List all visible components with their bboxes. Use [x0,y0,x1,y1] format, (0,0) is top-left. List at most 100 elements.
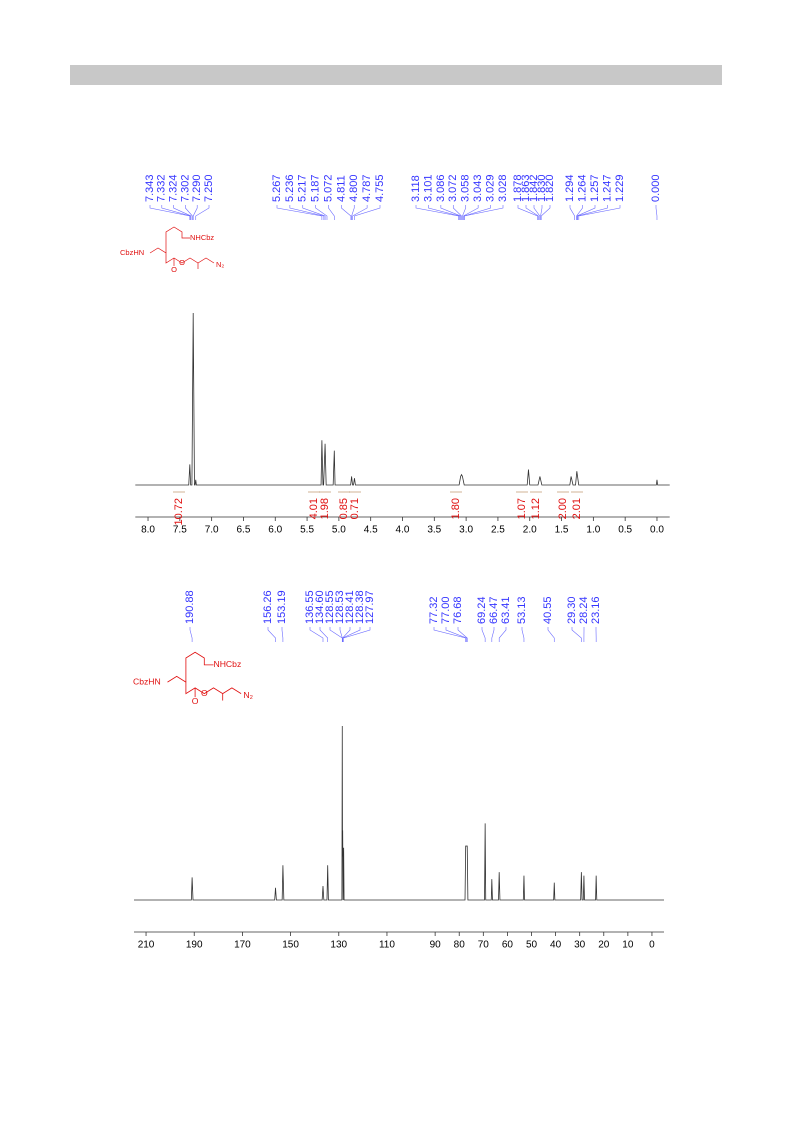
peak-label: 7.343 [144,174,156,202]
peak-label: 128.55 [324,590,336,624]
molecule-chain [185,651,214,683]
peak-label: 5.072 [322,174,334,202]
x-tick-label: 5.5 [300,525,314,536]
peak-connector [342,627,361,642]
peak-label: 40.55 [542,596,554,624]
x-tick-label: 2.0 [523,525,537,536]
peak-label: 3.101 [422,174,434,202]
peak-connector [569,205,575,220]
peak-connector [576,205,596,220]
molecule-bonds [167,675,242,695]
integral-label: 1.80 [450,498,462,519]
x-tick-label: 60 [502,940,514,951]
peak-label: 3.072 [447,174,459,202]
peak-connector [428,205,460,220]
integral-label: 2.01 [571,498,583,519]
peak-label: 53.13 [516,596,528,624]
structure-label: NHCbz [214,659,242,669]
peak-connector [189,627,193,642]
peak-label: 4.787 [361,174,373,202]
peak-label: 77.32 [428,596,440,624]
structure-label: CbzHN [133,676,161,686]
x-tick-label: 3.5 [427,525,441,536]
peak-connector [540,205,543,220]
peak-label: 3.118 [410,175,422,202]
peak-label: 1.229 [614,174,626,202]
peak-connector [289,205,325,220]
peak-label: 128.38 [354,590,366,624]
x-tick-label: 130 [330,940,347,951]
x-tick-label: 50 [526,940,538,951]
x-tick-label: 0 [649,940,655,951]
x-tick-label: 150 [282,940,299,951]
structure-label: O [171,265,177,274]
structure-label: N₂ [216,260,224,269]
peak-label: 7.324 [168,174,180,202]
peak-label: 0.000 [650,174,662,202]
x-tick-label: 20 [598,940,610,951]
peak-connector [445,627,467,642]
molecule: NHCbz CbzHN OO N₂ [120,226,224,274]
peak-connector [315,205,328,220]
peak-connector [319,627,328,642]
peak-connector [655,205,658,220]
x-tick-label: 170 [234,940,251,951]
structure-label: CbzHN [120,248,144,257]
peak-connector [302,205,326,220]
peak-label: 3.058 [460,174,472,202]
peak-connector [540,205,551,220]
peak-connector [533,205,541,220]
x-tick-label: 4.0 [396,525,410,536]
peak-label: 5.236 [284,174,296,202]
peak-connector [161,205,191,220]
x-tick-label: 80 [454,940,466,951]
peak-label: 1.294 [564,174,576,202]
peak-connector [281,627,284,642]
molecule-bonds [149,247,215,264]
x-tick-label: 0.5 [618,525,632,536]
x-tick-label: 5.0 [332,525,346,536]
peak-label: 128.41 [344,590,356,624]
peak-connector [351,205,355,220]
peak-connector [525,205,539,220]
structure-label: NHCbz [190,233,214,242]
peak-connector [463,205,479,220]
integral-label: 1.98 [319,498,331,519]
peak-connector [578,205,621,220]
x-tick-label: 10 [622,940,634,951]
integral-label: 1.07 [516,498,528,519]
x-tick-label: 190 [186,940,203,951]
peak-label: 127.97 [364,590,376,624]
peak-label: 1.878 [512,174,524,202]
peak-label: 136.55 [304,590,316,624]
peak-label: 156.26 [262,590,274,624]
peak-label: 66.47 [488,596,500,624]
molecule-chain [165,226,190,253]
peak-label: 128.53 [334,590,346,624]
structure-label: N₂ [243,690,253,700]
x-tick-label: 70 [478,940,490,951]
peak-connector [462,205,467,220]
peak-label: 3.028 [497,174,509,202]
integral-label: 2.00 [557,498,569,519]
peak-connector [352,205,368,220]
peak-label: 7.250 [203,174,215,202]
x-tick-label: 1.0 [586,525,600,536]
peak-connector [192,205,198,220]
peak-label: 4.811 [335,175,347,202]
peak-label: 1.247 [601,174,613,202]
spectrum-trace [135,312,670,486]
molecule: NHCbz CbzHN OO N₂ [133,651,253,706]
peak-label: 1.830 [536,174,548,202]
x-tick-label: 30 [574,940,586,951]
integral-label: 0.71 [349,498,361,519]
peak-connector [185,205,193,220]
peak-label: 1.820 [544,174,556,202]
peak-label: 1.257 [589,174,601,202]
peak-connector [491,627,495,642]
x-tick-label: 8.0 [141,525,155,536]
peak-connector [521,627,525,642]
peak-connector [276,205,323,220]
peak-label: 3.029 [484,174,496,202]
